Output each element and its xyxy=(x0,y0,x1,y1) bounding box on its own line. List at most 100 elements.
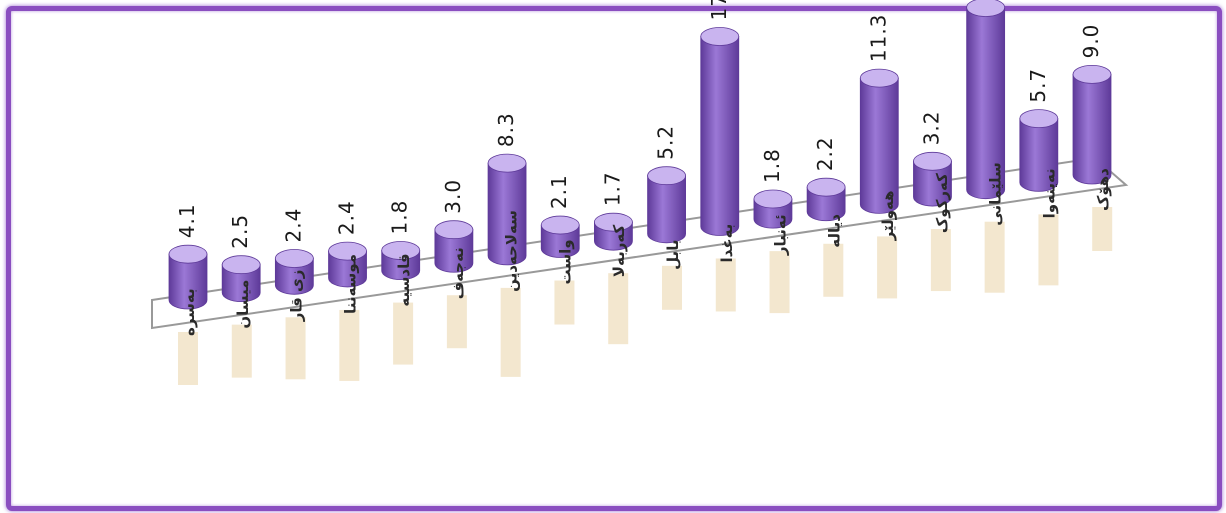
bar-5 xyxy=(434,220,474,273)
category-text: نەینەوا xyxy=(1040,168,1058,218)
category-label-bg xyxy=(877,236,898,299)
category-text: کەربەلا xyxy=(610,225,628,278)
category-label: موسەننا xyxy=(339,254,360,381)
category-text: بەسرە xyxy=(180,288,198,336)
bar-13 xyxy=(859,68,899,214)
category-labels: بەسرە میسان زی قار موسەننا قادسیە نەجەف سەلاحە… xyxy=(178,162,1113,385)
bar-17 xyxy=(1072,65,1112,185)
value-label: 9.0 xyxy=(1079,24,1103,59)
category-label-bg xyxy=(1038,214,1059,286)
bar-top xyxy=(913,151,952,171)
bar-11 xyxy=(753,189,793,229)
category-text: سەلاحەدین xyxy=(503,210,521,292)
value-label: 2.2 xyxy=(813,136,837,171)
category-label: ئەنبار xyxy=(769,214,790,314)
bar-8 xyxy=(594,212,633,251)
bar-top xyxy=(540,215,580,235)
bar-top xyxy=(434,220,474,240)
category-label: سلێمانی xyxy=(984,162,1005,293)
category-label-bg xyxy=(823,243,844,297)
category-label: قادسیە xyxy=(393,253,414,365)
bar-top xyxy=(274,249,314,268)
category-text: زی قار xyxy=(288,270,306,323)
category-text: موسەننا xyxy=(341,254,359,314)
category-label-bg xyxy=(661,265,682,310)
bar-4 xyxy=(381,241,421,280)
category-label-bg xyxy=(608,273,629,345)
category-label-bg xyxy=(393,302,414,365)
bar-top xyxy=(221,255,261,275)
category-label-bg xyxy=(930,229,951,292)
category-text: میسان xyxy=(234,280,252,329)
category-label-bg xyxy=(769,251,790,314)
bar-top xyxy=(1072,65,1112,84)
bar-body xyxy=(806,186,846,222)
category-label: بابل xyxy=(661,240,682,310)
category-text: هەولێر xyxy=(879,190,897,241)
value-label: 5.7 xyxy=(1026,68,1050,103)
value-label: 3.2 xyxy=(919,110,943,145)
category-text: واست xyxy=(556,239,574,284)
bar-top xyxy=(168,244,208,264)
bar-body xyxy=(328,250,367,288)
category-text: ئەنبار xyxy=(772,214,790,256)
value-label: 1.7 xyxy=(600,171,624,206)
value-label: 8.3 xyxy=(494,112,518,147)
category-label-bg xyxy=(339,309,360,381)
category-label: بەسرە xyxy=(178,288,198,385)
value-label: 5.2 xyxy=(654,125,678,160)
bar-9 xyxy=(647,166,686,244)
bar-top xyxy=(806,177,846,197)
category-label: هەولێر xyxy=(877,190,898,299)
category-label: زی قار xyxy=(285,270,306,380)
bar-3 xyxy=(328,241,367,288)
category-label: سەلاحەدین xyxy=(500,210,521,377)
bar-body xyxy=(647,175,686,244)
bar-body xyxy=(434,229,474,273)
bar-12 xyxy=(806,177,846,222)
category-label: دیالە xyxy=(823,214,844,297)
category-label-bg xyxy=(285,317,306,380)
value-label: 2.1 xyxy=(547,174,571,209)
category-label: کەربەلا xyxy=(608,225,629,345)
bar-top xyxy=(328,241,367,261)
bar-body xyxy=(859,77,899,214)
bars xyxy=(168,0,1112,310)
category-text: نەجەف xyxy=(449,247,467,299)
bar-1 xyxy=(221,255,261,303)
category-label: دهۆک xyxy=(1092,168,1113,251)
bar-16 xyxy=(1019,109,1059,192)
value-label: 11.3 xyxy=(866,14,890,63)
bar-14 xyxy=(913,151,952,207)
category-text: دیالە xyxy=(825,214,843,248)
category-label-bg xyxy=(231,324,252,378)
value-labels: 4.1 2.5 2.4 2.4 1.8 3.0 8.3 2.1 1.7 5.2 17.0 1.8 2.2… xyxy=(175,0,1103,249)
category-text: دهۆک xyxy=(1094,168,1112,211)
bar-body xyxy=(221,264,261,303)
value-label: 2.4 xyxy=(335,200,359,235)
bar-top xyxy=(1019,109,1059,129)
category-label: نەجەف xyxy=(446,247,467,349)
bar-10 xyxy=(700,27,740,236)
category-label-bg xyxy=(984,221,1005,293)
bar-6 xyxy=(487,153,527,266)
value-label: 1.8 xyxy=(760,148,784,183)
category-label-bg xyxy=(446,295,467,349)
category-text: سلێمانی xyxy=(987,162,1005,225)
category-label-bg xyxy=(554,280,575,325)
bar-top xyxy=(594,212,633,232)
bar-top xyxy=(700,27,740,46)
category-text: بەغدا xyxy=(718,224,736,263)
bar-body xyxy=(487,162,527,266)
bar-7 xyxy=(540,215,580,258)
bar-2 xyxy=(274,249,314,295)
value-label: 1.8 xyxy=(388,200,412,235)
value-label: 2.5 xyxy=(228,214,252,249)
value-label: 17.0 xyxy=(707,0,731,20)
category-text: قادسیە xyxy=(395,253,413,306)
bar-0 xyxy=(168,244,208,310)
category-label-bg xyxy=(1092,207,1113,251)
bar-top xyxy=(381,241,421,260)
chart-frame xyxy=(6,6,1222,511)
